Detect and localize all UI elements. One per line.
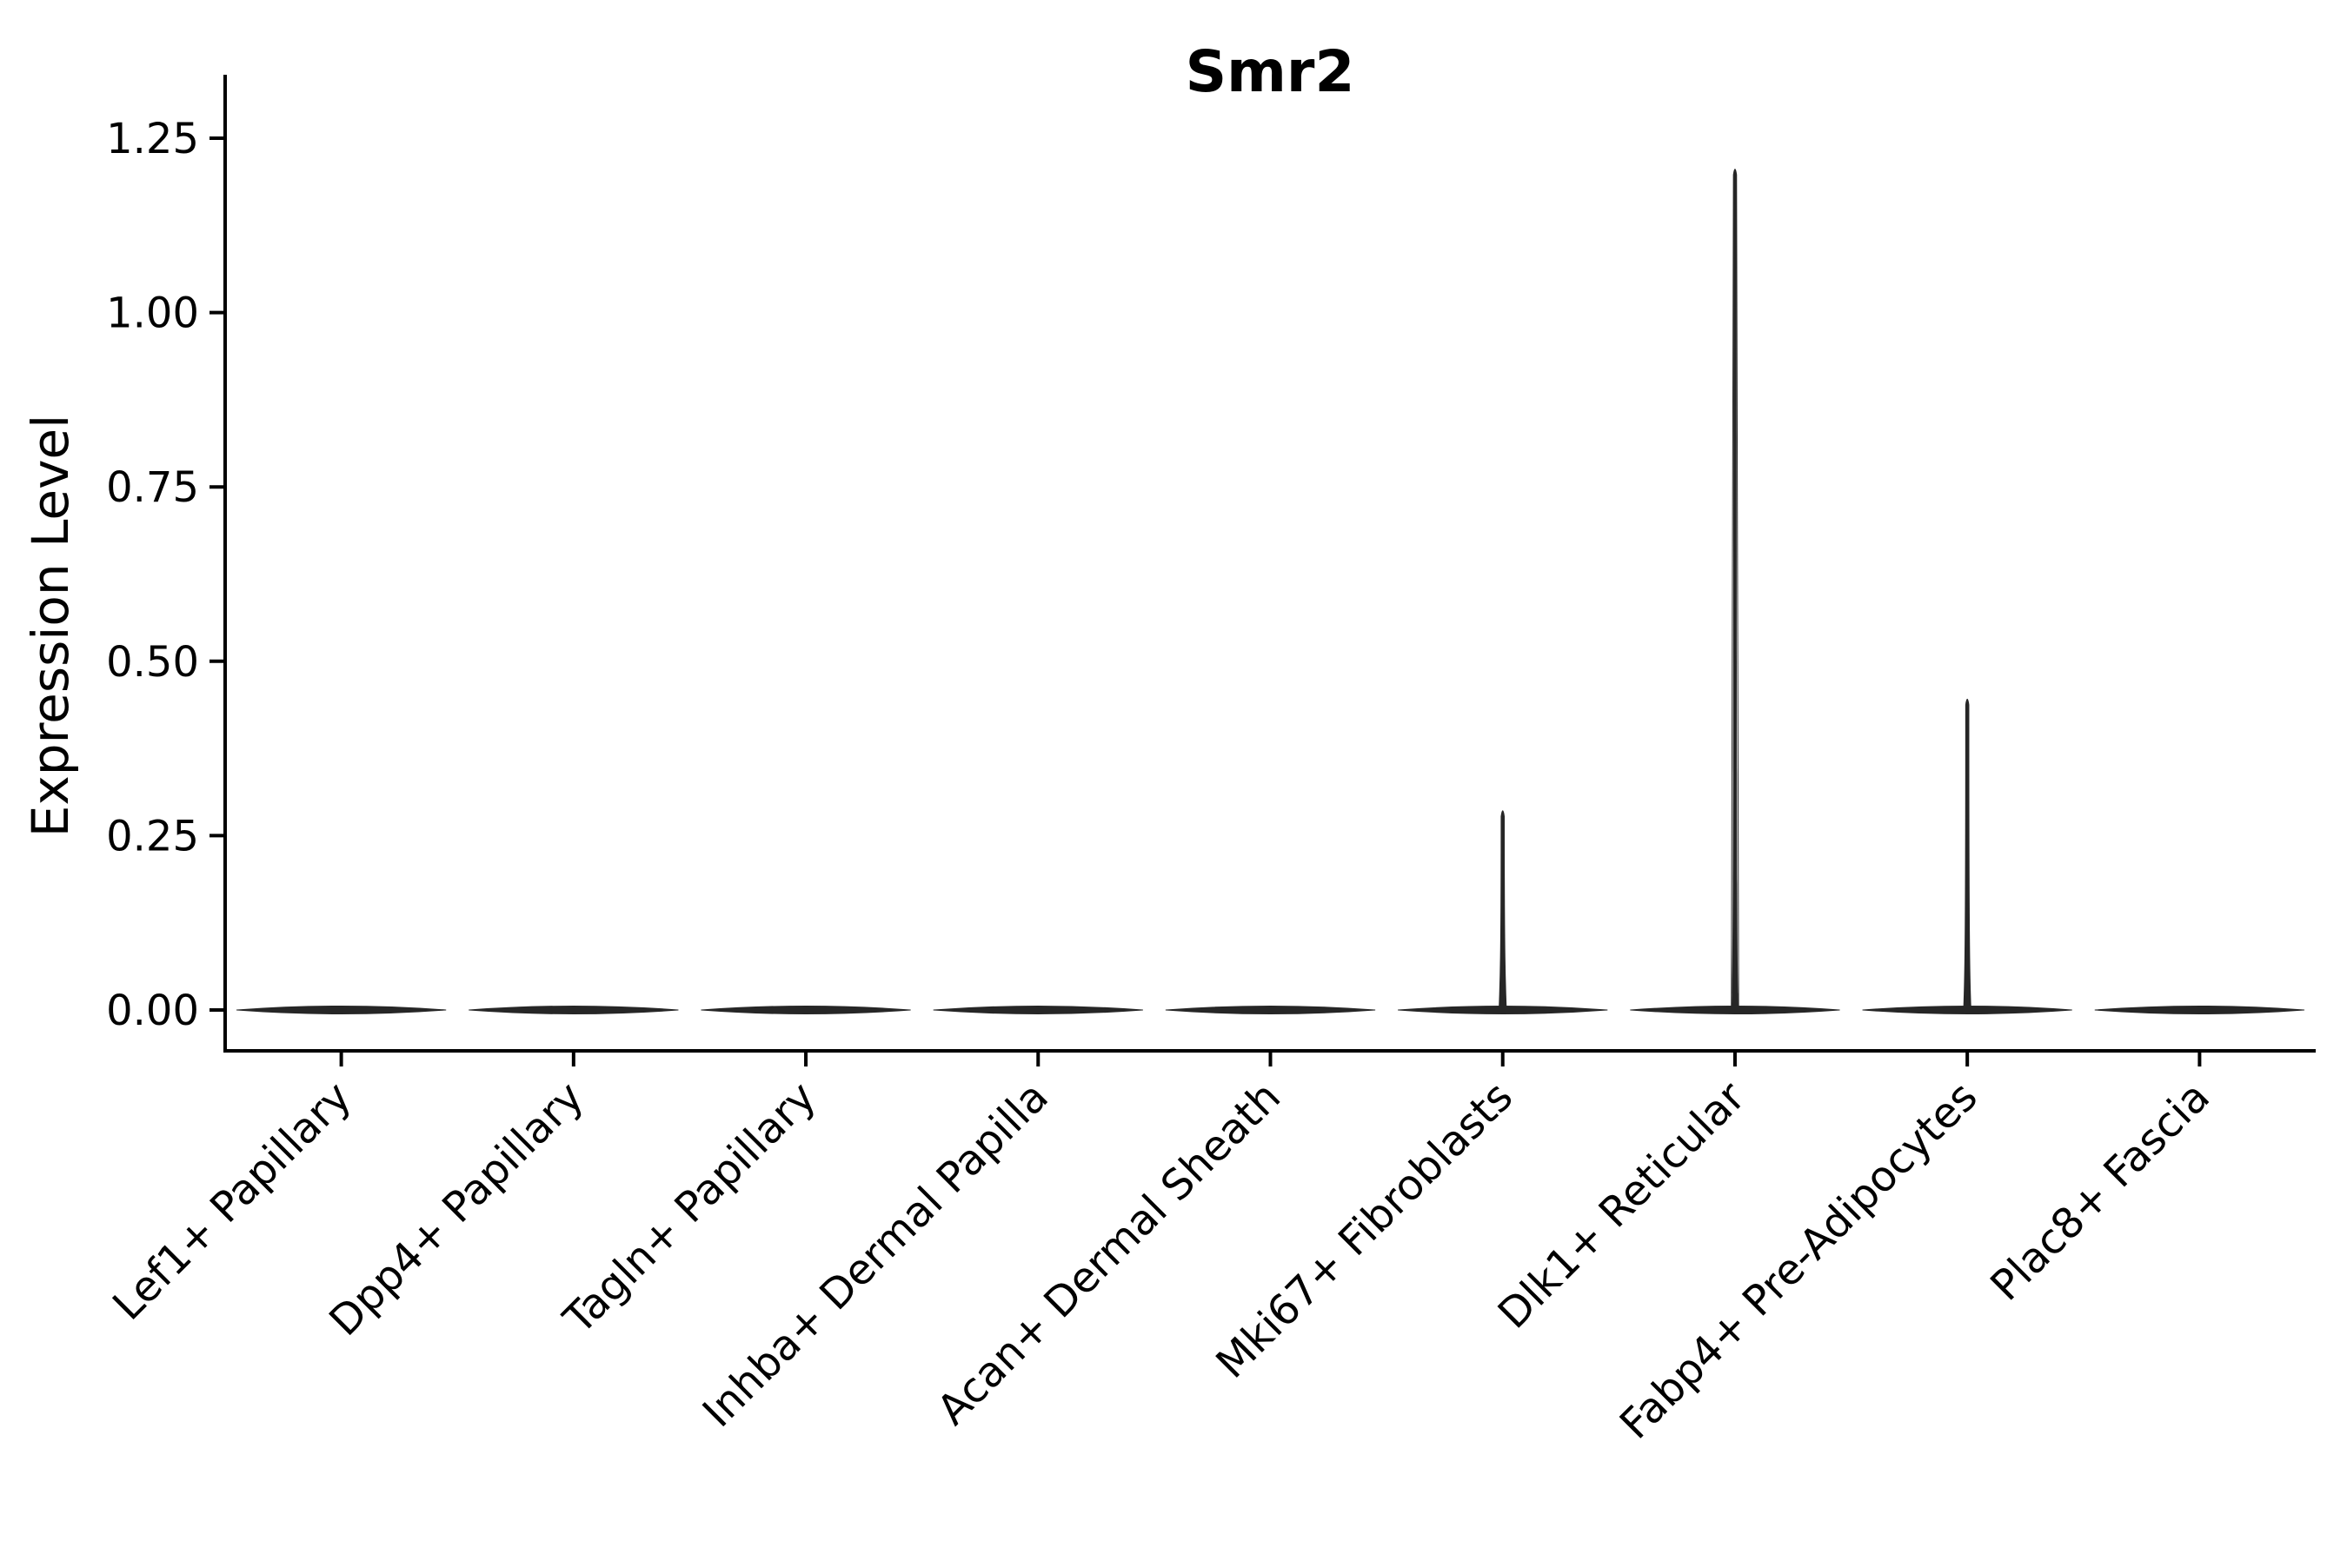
y-axis-label: Expression Level [21, 415, 80, 837]
violin-body [236, 1006, 447, 1014]
y-tick-label: 1.00 [106, 289, 199, 338]
axes-spines [223, 75, 2316, 1053]
x-tick-label: Lef1+ Papillary [103, 1073, 361, 1330]
violin-body [933, 1006, 1144, 1014]
violin-3 [933, 1006, 1144, 1014]
violin-body [1165, 1006, 1376, 1014]
x-tick-label: Tagln+ Papillary [554, 1073, 825, 1344]
violin-7 [1862, 698, 2072, 1014]
y-tick-label: 1.25 [106, 115, 199, 163]
x-tick-label: Dlk1+ Reticular [1489, 1073, 1755, 1339]
y-axis-ticks: 0.00 0.25 0.50 0.75 1.00 1.25 [106, 115, 225, 1035]
y-tick-label: 0.00 [106, 987, 199, 1035]
x-tick-label: Dpp4+ Papillary [320, 1073, 593, 1345]
violin-body [2094, 1006, 2305, 1014]
violin-4 [1165, 1006, 1376, 1014]
violin-0 [236, 1006, 447, 1014]
y-tick-label: 0.75 [106, 463, 199, 512]
violin-body [469, 1006, 679, 1014]
violin-8 [2094, 1006, 2305, 1014]
violin-spike [1963, 698, 1971, 1011]
violin-6 [1630, 169, 1840, 1014]
plot-title: Smr2 [1186, 38, 1355, 105]
violin-spike [1731, 169, 1739, 1011]
violin-body [701, 1006, 911, 1014]
x-tick-label: Plac8+ Fascia [1981, 1073, 2219, 1311]
y-tick-label: 0.50 [106, 638, 199, 687]
violin-2 [701, 1006, 911, 1014]
violin-5 [1397, 810, 1608, 1014]
y-tick-label: 0.25 [106, 812, 199, 860]
violin-1 [469, 1006, 679, 1014]
violin-series [236, 169, 2305, 1014]
violin-spike [1499, 810, 1507, 1011]
